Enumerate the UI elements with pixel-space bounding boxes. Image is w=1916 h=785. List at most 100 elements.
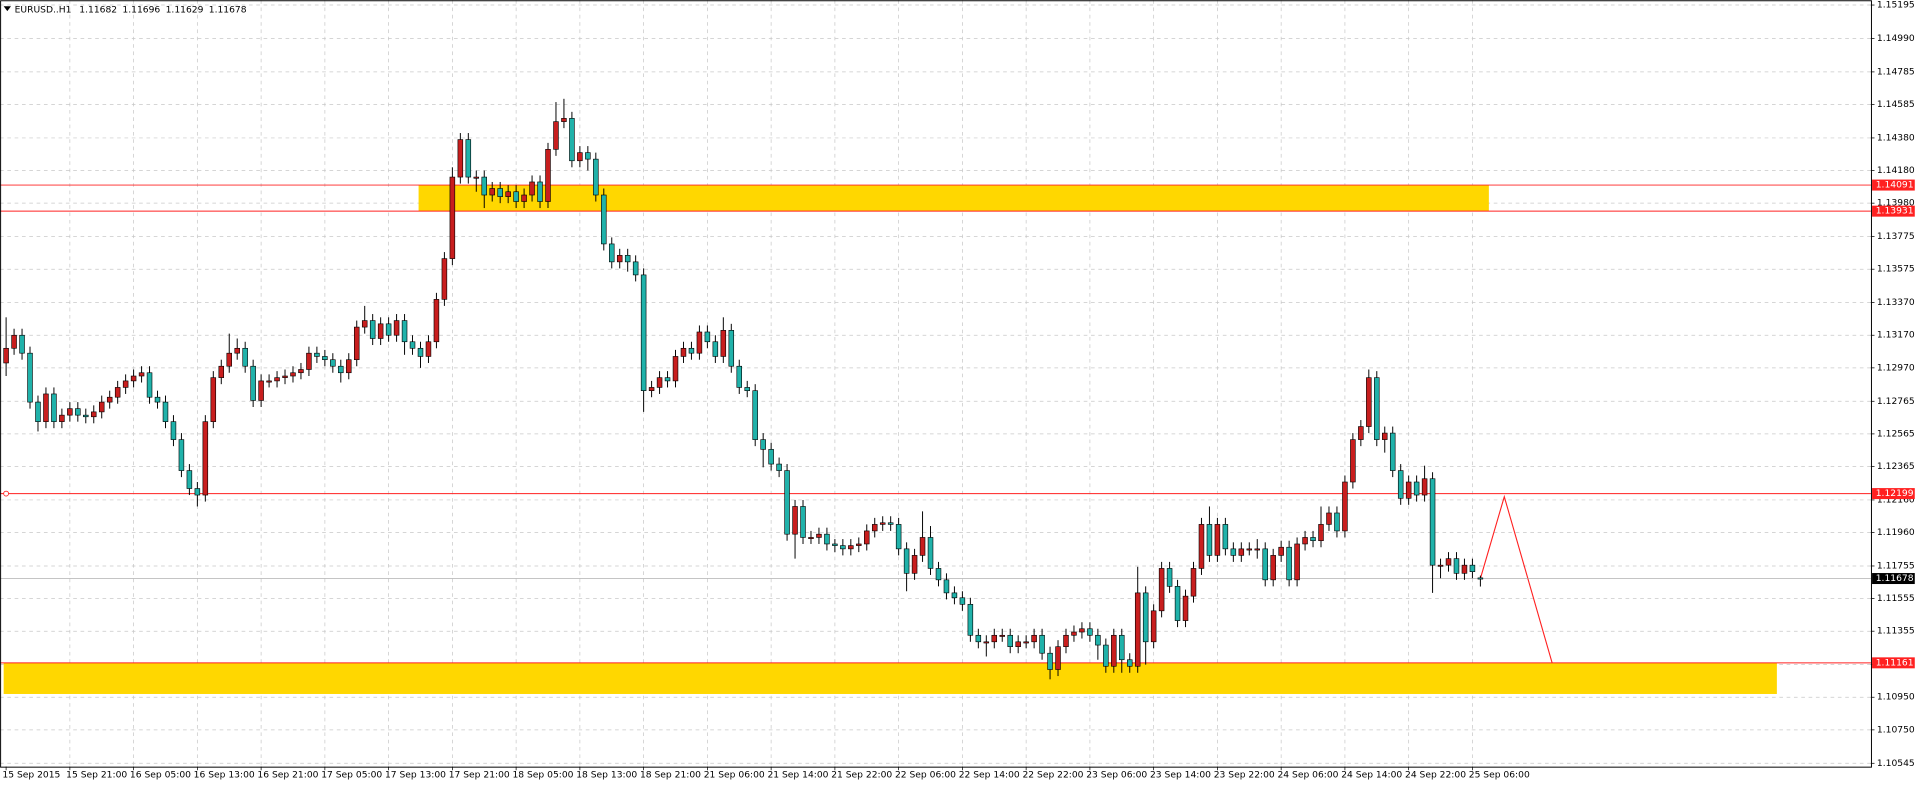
candle-body bbox=[11, 334, 17, 349]
candle-body bbox=[218, 365, 225, 378]
x-tick-label: 23 Sep 14:00 bbox=[1150, 771, 1211, 781]
candle-body bbox=[83, 414, 89, 418]
y-tick-label: 1.14180 bbox=[1877, 166, 1915, 176]
x-tick-label: 24 Sep 06:00 bbox=[1277, 771, 1338, 781]
candle-body bbox=[720, 330, 727, 357]
candle-body bbox=[298, 369, 304, 374]
candle-body bbox=[1150, 610, 1157, 643]
candle-body bbox=[1087, 628, 1093, 636]
candle-body bbox=[1437, 564, 1444, 567]
forecast-line bbox=[1479, 494, 1553, 663]
candle-body bbox=[632, 261, 639, 276]
y-tick-label: 1.14380 bbox=[1877, 133, 1915, 143]
candle-body bbox=[752, 390, 758, 440]
current-price-box bbox=[1872, 573, 1915, 585]
candle-body bbox=[1294, 543, 1300, 581]
candle-body bbox=[130, 375, 137, 382]
candle-body bbox=[59, 414, 65, 422]
candle-body bbox=[497, 188, 503, 197]
candle-body bbox=[640, 274, 647, 391]
candle-body bbox=[409, 341, 416, 349]
y-tick-label: 1.10750 bbox=[1877, 725, 1915, 735]
y-tick-label: 1.13575 bbox=[1877, 265, 1915, 275]
y-tick-label: 1.13775 bbox=[1877, 232, 1915, 242]
candle-body bbox=[106, 396, 113, 403]
candle-body bbox=[170, 421, 177, 440]
candle-body bbox=[553, 121, 559, 150]
candle-body bbox=[1374, 377, 1380, 440]
candle-body bbox=[369, 320, 376, 339]
header-low: 1.11629 bbox=[166, 5, 204, 15]
candle-body bbox=[760, 439, 766, 450]
y-tick-label: 1.13370 bbox=[1877, 298, 1915, 308]
current-price-label: 1.11678 bbox=[1876, 574, 1914, 584]
candle-body bbox=[194, 488, 201, 496]
candle-body bbox=[1246, 548, 1253, 551]
candle-body bbox=[601, 194, 607, 245]
candle-body bbox=[800, 506, 806, 538]
candle-body bbox=[1206, 524, 1213, 556]
x-tick-label: 16 Sep 05:00 bbox=[130, 771, 191, 781]
candle-body bbox=[744, 387, 750, 391]
candle-body bbox=[1389, 432, 1396, 471]
chart-header: EURUSD..H1 1.11682 1.11696 1.11629 1.116… bbox=[15, 5, 247, 15]
candle-body bbox=[672, 356, 679, 382]
candle-body bbox=[1166, 568, 1173, 587]
candle-body bbox=[1445, 558, 1452, 566]
x-tick-label: 17 Sep 13:00 bbox=[385, 771, 446, 781]
y-tick-label: 1.13170 bbox=[1877, 331, 1915, 341]
candle-body bbox=[1262, 548, 1268, 581]
y-tick-label: 1.11355 bbox=[1877, 627, 1915, 637]
candle-body bbox=[353, 326, 360, 361]
candle-body bbox=[768, 449, 774, 465]
candle-body bbox=[1382, 432, 1388, 440]
candle-body bbox=[808, 537, 814, 539]
y-tick-label: 1.12160 bbox=[1877, 495, 1915, 505]
candle-body bbox=[114, 387, 121, 398]
header-open: 1.11682 bbox=[79, 5, 117, 15]
candle-body bbox=[1015, 641, 1021, 648]
candle-body bbox=[19, 334, 25, 354]
candle-body bbox=[250, 365, 256, 401]
candle-body bbox=[1182, 595, 1189, 621]
candle-body bbox=[903, 548, 910, 574]
menu-triangle[interactable] bbox=[3, 6, 11, 12]
candle-body bbox=[1286, 546, 1292, 581]
candle-body bbox=[226, 352, 232, 367]
candle-body bbox=[35, 401, 41, 422]
candle-body bbox=[146, 372, 153, 398]
candle-body bbox=[1358, 426, 1364, 440]
y-tick-label: 1.15195 bbox=[1877, 1, 1915, 11]
y-tick-label: 1.10950 bbox=[1877, 693, 1915, 703]
candle-body bbox=[919, 537, 926, 556]
candle-body bbox=[712, 341, 719, 357]
candle-body bbox=[306, 352, 312, 370]
candle-body bbox=[585, 152, 591, 160]
candle-body bbox=[481, 176, 487, 196]
price-zone bbox=[3, 662, 1777, 694]
line-layer bbox=[0, 184, 1871, 664]
candle-body bbox=[1350, 439, 1356, 483]
candle-body bbox=[1469, 564, 1476, 572]
candle-body bbox=[1158, 568, 1165, 612]
y-tick-label: 1.12970 bbox=[1877, 363, 1915, 373]
candle-body bbox=[569, 118, 575, 162]
candle-body bbox=[1334, 512, 1340, 532]
candle-body bbox=[529, 181, 535, 196]
candle-body bbox=[425, 341, 432, 357]
candle-body bbox=[393, 320, 400, 336]
candle-body bbox=[943, 579, 950, 594]
candle-body bbox=[1126, 659, 1133, 667]
candle-body bbox=[138, 372, 145, 377]
candle-body bbox=[824, 533, 830, 545]
candle-body bbox=[784, 470, 790, 535]
candle-body bbox=[154, 396, 161, 403]
candle-body bbox=[441, 258, 448, 300]
candle-body bbox=[513, 191, 519, 202]
candle-body bbox=[242, 347, 248, 367]
candle-body bbox=[210, 377, 217, 422]
candle-body bbox=[935, 568, 942, 581]
